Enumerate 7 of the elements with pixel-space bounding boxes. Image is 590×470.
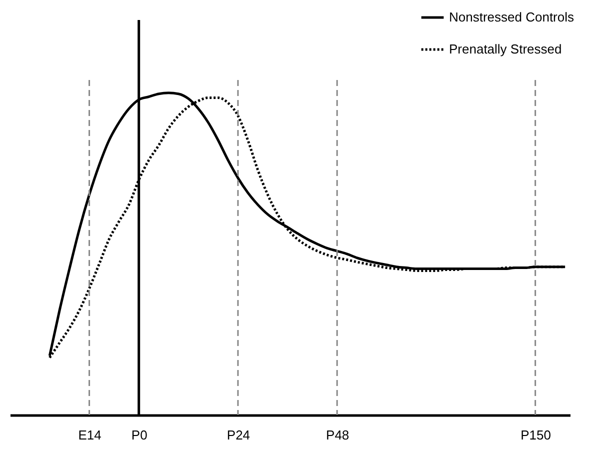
x-tick-label: P24 bbox=[226, 428, 250, 442]
x-tick-label: E14 bbox=[78, 428, 102, 442]
legend-label: Prenatally Stressed bbox=[449, 42, 562, 56]
x-tick-label: P0 bbox=[131, 428, 148, 442]
x-tick-label: P48 bbox=[326, 428, 350, 442]
legend-label: Nonstressed Controls bbox=[449, 10, 574, 24]
x-tick-label: P150 bbox=[520, 428, 551, 442]
